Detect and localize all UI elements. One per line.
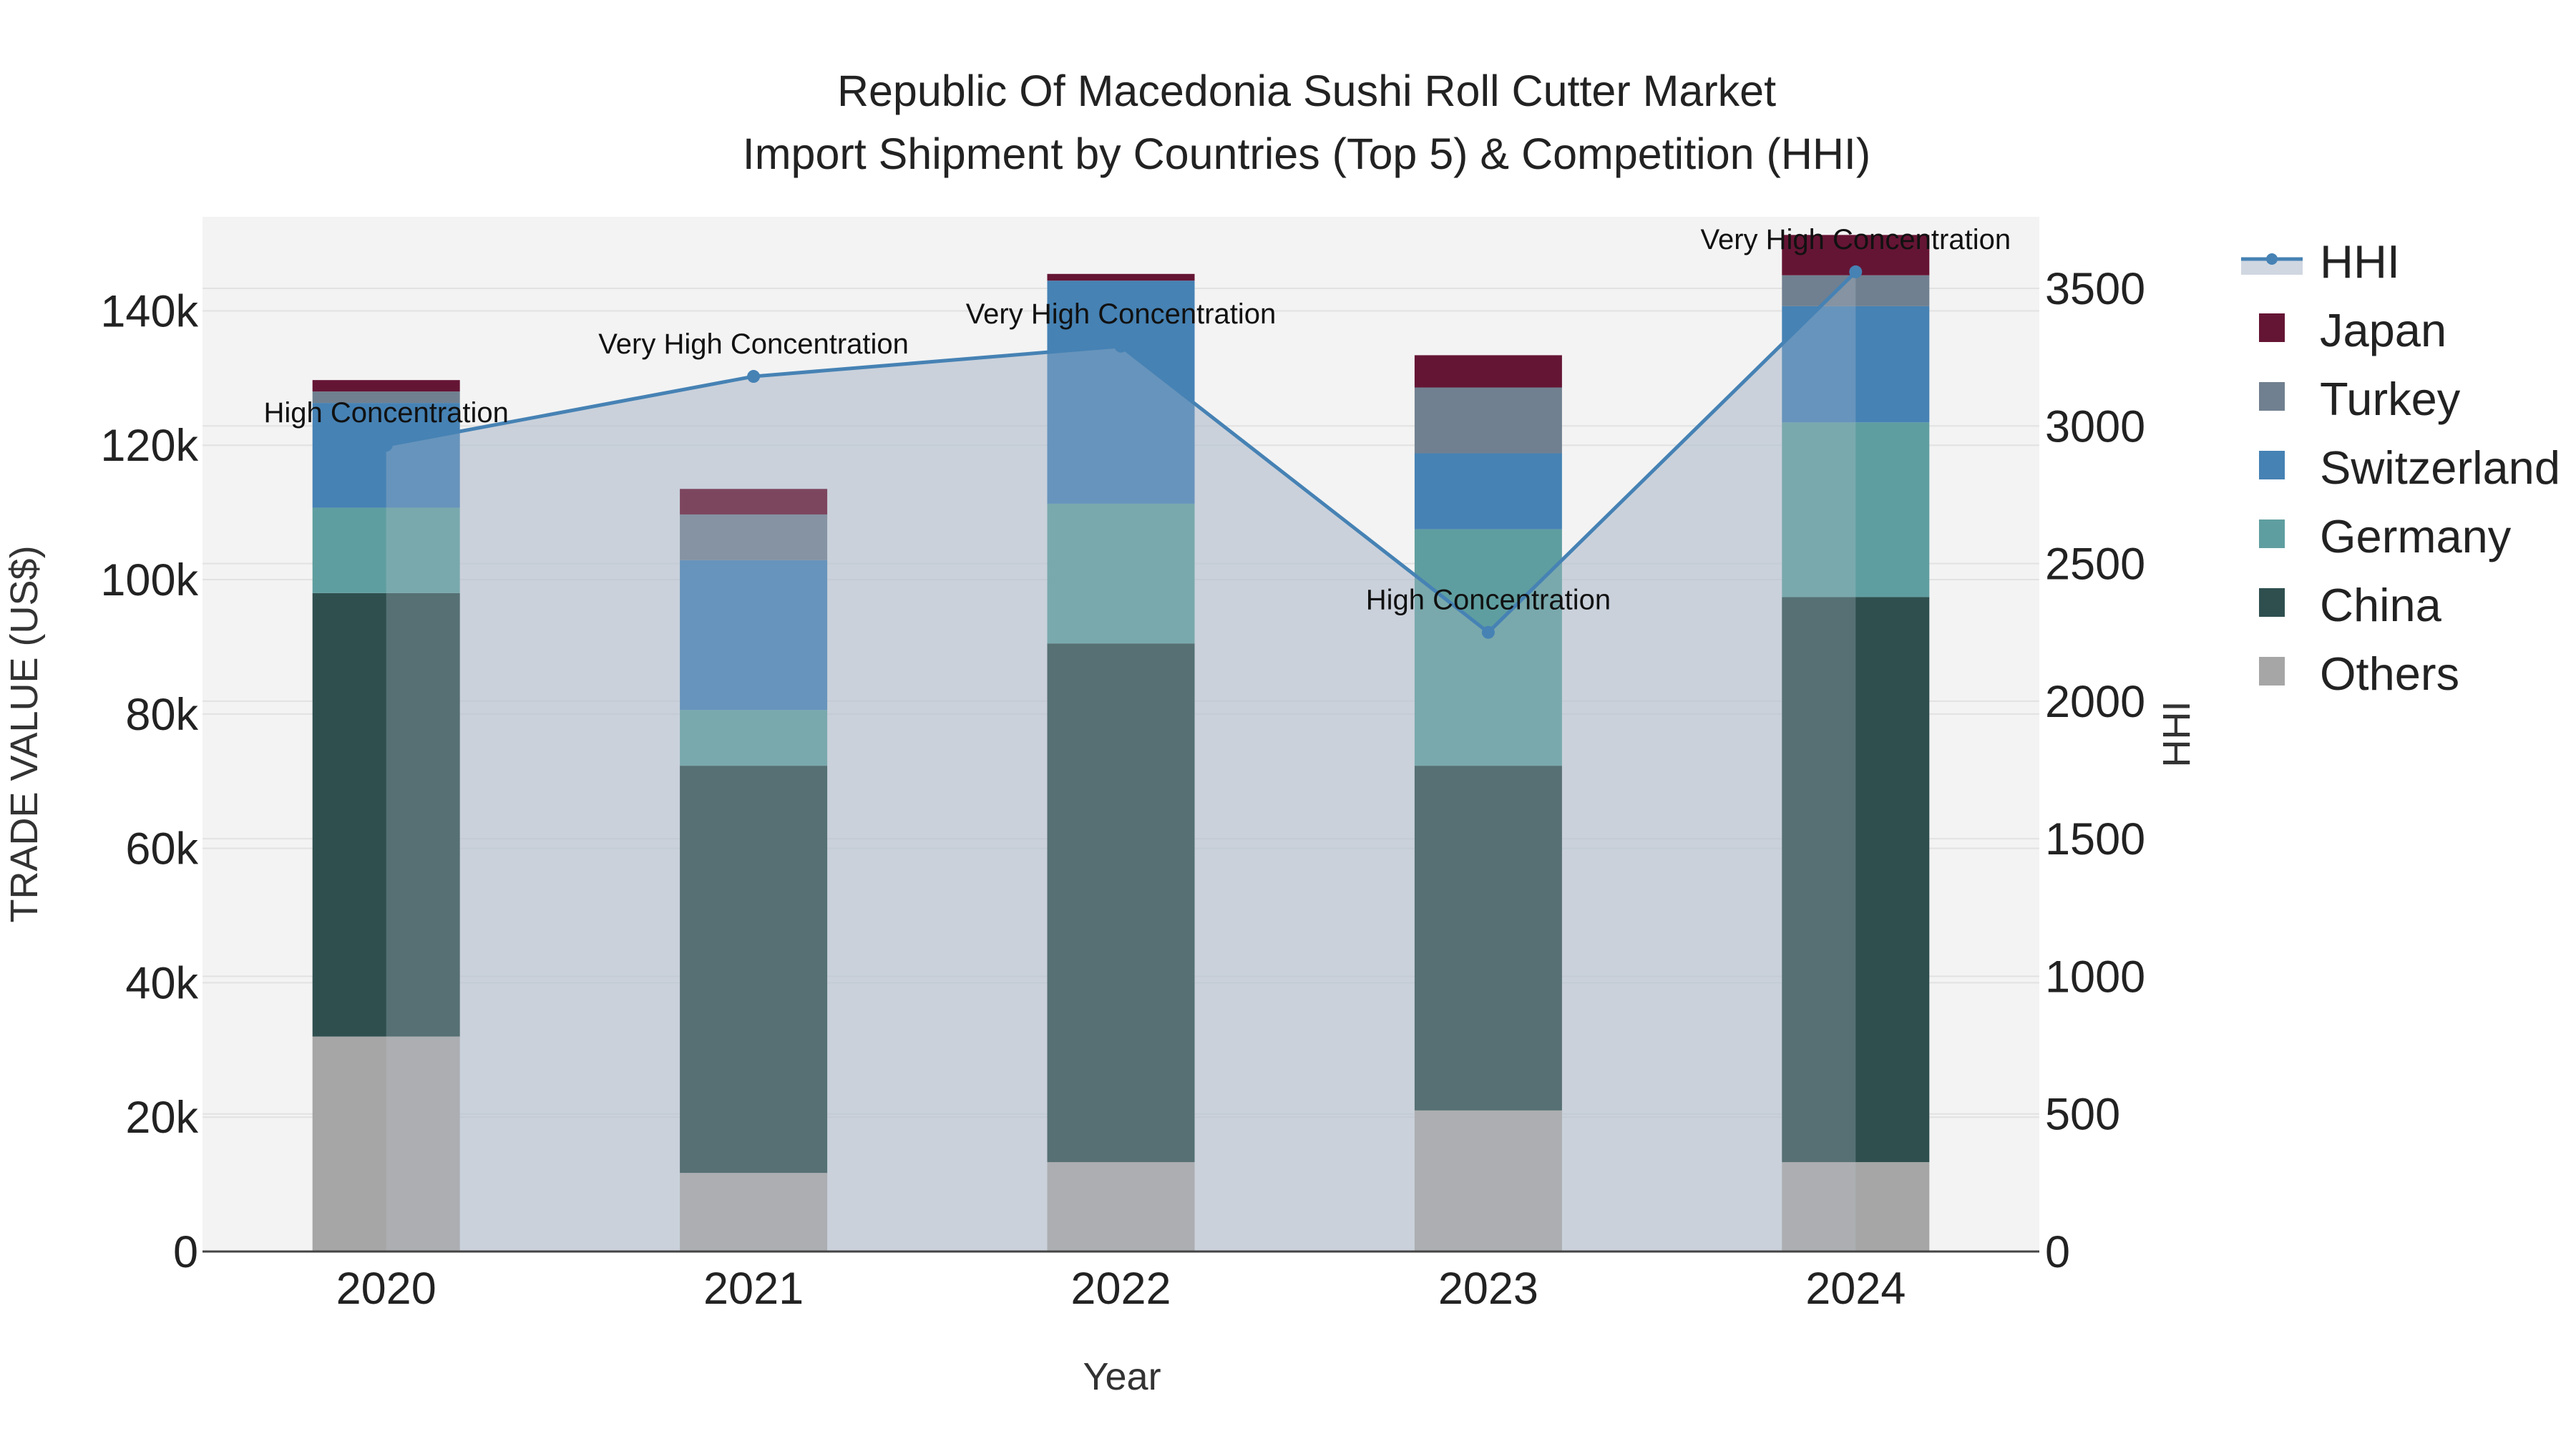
legend: HHI Japan Turkey Switzerland Germany China Oth… xyxy=(2241,235,2560,700)
legend-label-turkey: Turkey xyxy=(2320,373,2461,425)
legend-swatch-switzerland xyxy=(2259,451,2285,479)
y2-tick-label: 2000 xyxy=(2045,677,2145,727)
y2-tick-label: 1000 xyxy=(2045,952,2145,1002)
chart-title: Republic Of Macedonia Sushi Roll Cutter … xyxy=(837,67,1776,115)
y-tick-label: 0 xyxy=(173,1227,198,1277)
bar-switzerland-2022 xyxy=(1047,280,1195,504)
bars xyxy=(312,235,1930,1252)
y2-axis-ticks: 0 500 1000 1500 2000 2500 3000 3500 xyxy=(2045,264,2145,1277)
y2-tick-label: 0 xyxy=(2045,1227,2070,1277)
legend-label-japan: Japan xyxy=(2320,304,2446,356)
legend-label-china: China xyxy=(2320,579,2442,631)
y-tick-label: 60k xyxy=(125,824,198,874)
bar-others-2023 xyxy=(1414,1110,1562,1252)
x-tick-label: 2021 xyxy=(703,1264,804,1314)
bar-japan-2020 xyxy=(312,380,460,392)
annotations: High Concentration Very High Concentratio… xyxy=(263,224,2011,616)
chart-subtitle: Import Shipment by Countries (Top 5) & C… xyxy=(743,130,1870,178)
bar-germany-2024 xyxy=(1782,422,1930,597)
bar-others-2021 xyxy=(680,1173,828,1252)
bar-japan-2021 xyxy=(680,489,828,514)
bar-switzerland-2021 xyxy=(680,560,828,711)
y2-tick-label: 500 xyxy=(2045,1090,2120,1140)
bar-turkey-2020 xyxy=(312,391,460,404)
legend-label-hhi: HHI xyxy=(2320,235,2400,288)
bar-china-2024 xyxy=(1782,597,1930,1163)
y2-tick-label: 3500 xyxy=(2045,264,2145,314)
legend-swatch-japan xyxy=(2259,313,2285,342)
y-tick-label: 120k xyxy=(100,421,198,471)
hhi-point-2021 xyxy=(747,370,761,384)
legend-swatch-hhi-area xyxy=(2241,259,2303,275)
bar-others-2020 xyxy=(312,1036,460,1252)
hhi-point-2022 xyxy=(1114,339,1128,353)
hhi-point-2023 xyxy=(1481,625,1495,639)
hhi-annotation-2023: High Concentration xyxy=(1366,585,1611,616)
y-tick-label: 80k xyxy=(125,690,198,740)
hhi-annotation-2021: Very High Concentration xyxy=(598,328,909,360)
hhi-point-2024 xyxy=(1849,265,1863,278)
y-axis-title: TRADE VALUE (US$) xyxy=(3,545,46,922)
bar-japan-2023 xyxy=(1414,355,1562,388)
bar-germany-2020 xyxy=(312,507,460,593)
bar-china-2021 xyxy=(680,766,828,1174)
bar-switzerland-2023 xyxy=(1414,453,1562,530)
legend-label-others: Others xyxy=(2320,648,2459,700)
x-axis-ticks: 2020 2021 2022 2023 2024 xyxy=(336,1264,1906,1314)
hhi-annotation-2020: High Concentration xyxy=(263,397,508,429)
y2-tick-label: 1500 xyxy=(2045,814,2145,864)
legend-swatch-others xyxy=(2259,657,2285,686)
bar-japan-2022 xyxy=(1047,273,1195,281)
bar-china-2020 xyxy=(312,592,460,1037)
y-tick-label: 140k xyxy=(100,286,198,336)
bar-china-2023 xyxy=(1414,766,1562,1111)
bar-switzerland-2024 xyxy=(1782,306,1930,423)
legend-swatch-hhi-marker xyxy=(2266,253,2278,265)
x-axis-title: Year xyxy=(1083,1355,1161,1398)
y-axis-ticks: 0 20k 40k 60k 80k 100k 120k 140k xyxy=(100,286,198,1277)
x-tick-label: 2020 xyxy=(336,1264,436,1314)
legend-swatch-china xyxy=(2259,588,2285,617)
bar-switzerland-2020 xyxy=(312,403,460,508)
x-tick-label: 2023 xyxy=(1438,1264,1538,1314)
bar-germany-2023 xyxy=(1414,529,1562,766)
bar-others-2022 xyxy=(1047,1162,1195,1252)
x-tick-label: 2024 xyxy=(1805,1264,1906,1314)
hhi-annotation-2024: Very High Concentration xyxy=(1701,224,2011,255)
y-tick-label: 20k xyxy=(125,1093,198,1143)
bar-germany-2022 xyxy=(1047,503,1195,644)
bar-turkey-2023 xyxy=(1414,387,1562,454)
legend-swatch-germany xyxy=(2259,519,2285,548)
legend-label-switzerland: Switzerland xyxy=(2320,441,2560,494)
hhi-line-layer xyxy=(379,265,1863,1252)
bar-china-2022 xyxy=(1047,643,1195,1163)
y2-axis-title: HHI xyxy=(2155,701,2198,768)
legend-label-germany: Germany xyxy=(2320,510,2512,562)
y2-tick-label: 3000 xyxy=(2045,401,2145,452)
y-tick-label: 100k xyxy=(100,555,198,605)
bar-turkey-2021 xyxy=(680,514,828,560)
bar-others-2024 xyxy=(1782,1162,1930,1252)
bar-turkey-2024 xyxy=(1782,275,1930,306)
bar-germany-2021 xyxy=(680,710,828,766)
hhi-point-2020 xyxy=(379,439,393,452)
y2-tick-label: 2500 xyxy=(2045,540,2145,590)
x-tick-label: 2022 xyxy=(1070,1264,1171,1314)
hhi-annotation-2022: Very High Concentration xyxy=(966,298,1277,330)
y-tick-label: 40k xyxy=(125,958,198,1008)
legend-swatch-turkey xyxy=(2259,382,2285,411)
hhi-area-overlay xyxy=(386,271,1856,1252)
